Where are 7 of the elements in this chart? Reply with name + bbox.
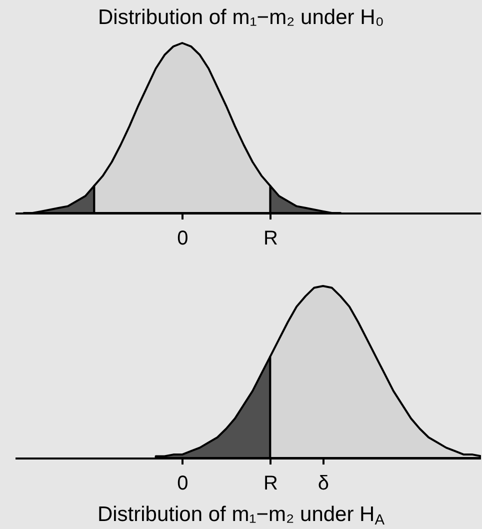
x-tick-label: 0 [176,228,188,250]
x-tick-label: R [263,228,278,250]
chart-title: Distribution of m₁−m₂ under H₀ [97,6,385,30]
x-tick-label: δ [318,472,329,494]
x-axis-title: Distribution of m₁−m₂ under H$_{A}$ [96,503,386,529]
x-tick-label: R [263,472,278,494]
x-tick-label: 0 [176,472,188,494]
